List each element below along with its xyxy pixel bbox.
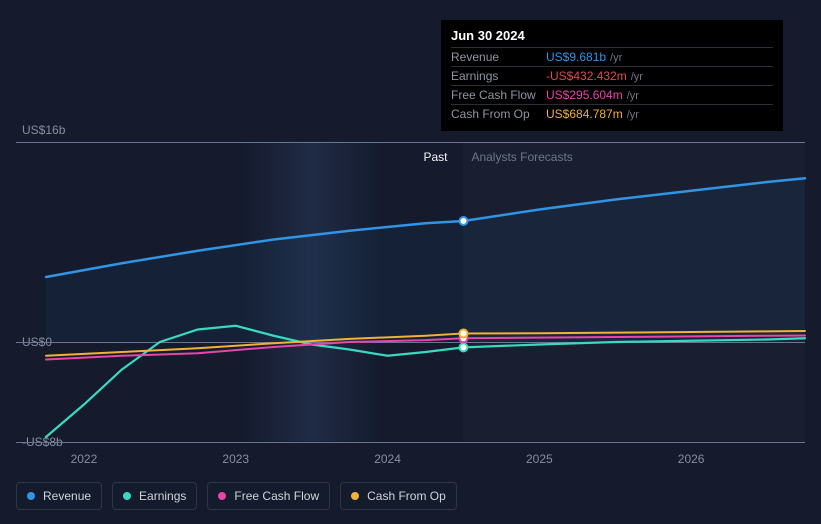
series-fill-revenue	[46, 178, 805, 342]
tooltip-row-key: Free Cash Flow	[451, 88, 546, 102]
plot-inner	[46, 142, 805, 442]
tooltip-row-value: -US$432.432m	[546, 69, 627, 83]
chart-container: US$16b US$0 -US$8b Past Analysts Forecas…	[16, 10, 805, 514]
x-axis-label: 2024	[374, 452, 401, 466]
legend-item-earnings[interactable]: Earnings	[112, 482, 197, 510]
tooltip-title: Jun 30 2024	[451, 28, 773, 47]
legend-label: Free Cash Flow	[234, 489, 319, 503]
chart-svg	[46, 142, 805, 442]
tooltip-row-unit: /yr	[610, 52, 622, 64]
tooltip-row-key: Earnings	[451, 69, 546, 83]
legend-item-free_cash_flow[interactable]: Free Cash Flow	[207, 482, 330, 510]
tooltip-row: Earnings-US$432.432m/yr	[451, 66, 773, 85]
tooltip-row-value: US$9.681b	[546, 50, 606, 64]
legend-label: Earnings	[139, 489, 186, 503]
legend-label: Revenue	[43, 489, 91, 503]
axis-line-bottom	[16, 442, 805, 443]
tooltip-row-unit: /yr	[631, 71, 643, 83]
legend-swatch	[351, 492, 359, 500]
hover-tooltip: Jun 30 2024 RevenueUS$9.681b/yrEarnings-…	[441, 20, 783, 131]
series-marker-revenue[interactable]	[459, 217, 467, 225]
tooltip-row-unit: /yr	[627, 109, 639, 121]
legend-label: Cash From Op	[367, 489, 446, 503]
legend: Revenue Earnings Free Cash Flow Cash From O…	[16, 482, 457, 510]
x-axis-label: 2022	[71, 452, 98, 466]
series-marker-cash_from_op[interactable]	[459, 329, 467, 337]
legend-swatch	[123, 492, 131, 500]
tooltip-row-value: US$684.787m	[546, 107, 623, 121]
legend-item-revenue[interactable]: Revenue	[16, 482, 102, 510]
x-axis-label: 2026	[678, 452, 705, 466]
x-axis-labels: 2022 2023 2024 2025 2026	[46, 452, 805, 472]
tooltip-row-key: Cash From Op	[451, 107, 546, 121]
x-axis-label: 2023	[222, 452, 249, 466]
legend-item-cash_from_op[interactable]: Cash From Op	[340, 482, 457, 510]
legend-swatch	[27, 492, 35, 500]
legend-swatch	[218, 492, 226, 500]
series-marker-earnings[interactable]	[459, 343, 467, 351]
tooltip-row-unit: /yr	[627, 90, 639, 102]
tooltip-row: RevenueUS$9.681b/yr	[451, 47, 773, 66]
series-line-earnings[interactable]	[46, 326, 805, 437]
tooltip-row-value: US$295.604m	[546, 88, 623, 102]
tooltip-row-key: Revenue	[451, 50, 546, 64]
tooltip-row: Cash From OpUS$684.787m/yr	[451, 104, 773, 123]
x-axis-label: 2025	[526, 452, 553, 466]
tooltip-row: Free Cash FlowUS$295.604m/yr	[451, 85, 773, 104]
y-axis-label-top: US$16b	[22, 123, 65, 137]
